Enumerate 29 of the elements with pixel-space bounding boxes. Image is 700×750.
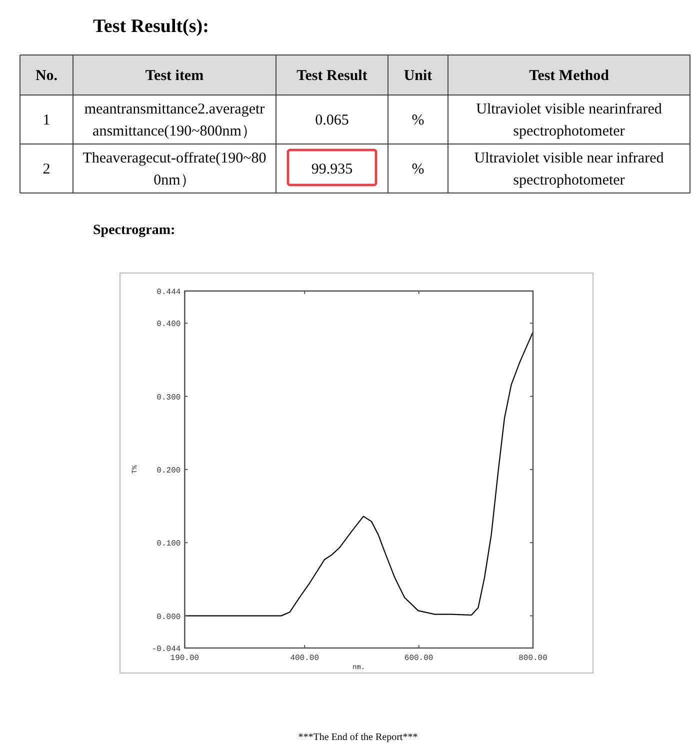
text: % bbox=[412, 162, 424, 178]
x-tick-label: 400.00 bbox=[290, 654, 320, 663]
text: Ultraviolet visible near infrared spectrophotometer bbox=[474, 150, 664, 188]
text: ***The End of the Report*** bbox=[298, 732, 418, 743]
text: Unit bbox=[404, 68, 432, 84]
text: Test Result(s): bbox=[93, 16, 209, 37]
text: Ultraviolet visible nearinfrared spectrophotometer bbox=[476, 102, 662, 140]
text: 99.935 bbox=[311, 162, 353, 178]
y-tick-label: 0.400 bbox=[156, 320, 181, 330]
text: Test item bbox=[145, 68, 204, 84]
text: 2 bbox=[42, 162, 50, 178]
x-tick-label: 600.00 bbox=[404, 654, 434, 663]
y-tick-label: 0.300 bbox=[156, 393, 181, 402]
y-tick-label: 0.444 bbox=[156, 288, 181, 297]
text: meantransmittance2.averagetransmittance(190~800nm） bbox=[84, 102, 265, 140]
text: Test Method bbox=[529, 68, 610, 84]
text: Theaveragecut-offrate(190~800nm） bbox=[82, 150, 266, 188]
text: 0.065 bbox=[315, 112, 349, 128]
x-tick-label: 190.00 bbox=[170, 654, 200, 663]
text: No. bbox=[35, 68, 58, 84]
y-tick-label: 0.000 bbox=[156, 612, 181, 622]
text: 1 bbox=[42, 112, 50, 128]
x-tick-label: 800.00 bbox=[518, 654, 548, 663]
chart-title: Spectrogram: bbox=[93, 223, 176, 238]
y-tick-label: 0.100 bbox=[156, 540, 181, 549]
text: Test Result bbox=[296, 68, 368, 84]
y-tick-label: -0.044 bbox=[152, 645, 181, 654]
text: % bbox=[412, 112, 424, 128]
y-tick-label: 0.200 bbox=[156, 466, 181, 476]
